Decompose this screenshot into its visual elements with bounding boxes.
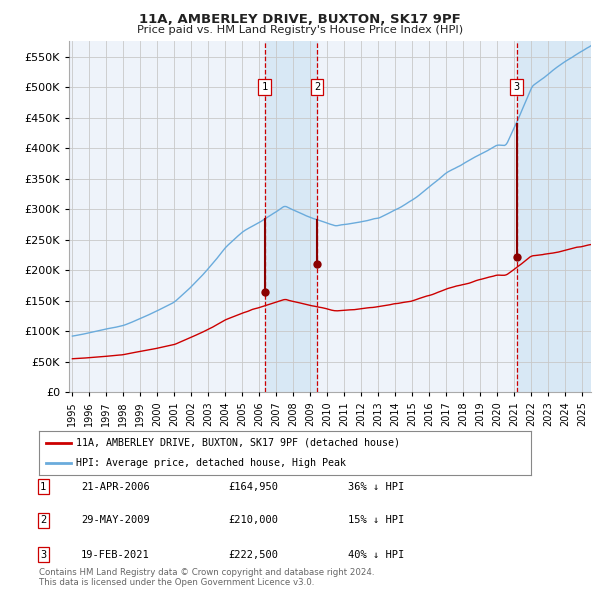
Text: 36% ↓ HPI: 36% ↓ HPI xyxy=(348,482,404,491)
Text: 1: 1 xyxy=(262,82,268,92)
Text: £222,500: £222,500 xyxy=(228,550,278,559)
Text: 3: 3 xyxy=(40,550,46,559)
Bar xyxy=(265,41,317,392)
Text: 11A, AMBERLEY DRIVE, BUXTON, SK17 9PF (detached house): 11A, AMBERLEY DRIVE, BUXTON, SK17 9PF (d… xyxy=(76,438,400,448)
Bar xyxy=(517,41,591,392)
Text: 2: 2 xyxy=(40,516,46,525)
Text: 21-APR-2006: 21-APR-2006 xyxy=(81,482,150,491)
Text: 19-FEB-2021: 19-FEB-2021 xyxy=(81,550,150,559)
Text: 40% ↓ HPI: 40% ↓ HPI xyxy=(348,550,404,559)
Text: Contains HM Land Registry data © Crown copyright and database right 2024.
This d: Contains HM Land Registry data © Crown c… xyxy=(39,568,374,587)
Text: 29-MAY-2009: 29-MAY-2009 xyxy=(81,516,150,525)
Text: 15% ↓ HPI: 15% ↓ HPI xyxy=(348,516,404,525)
Text: HPI: Average price, detached house, High Peak: HPI: Average price, detached house, High… xyxy=(76,458,346,468)
Text: Price paid vs. HM Land Registry's House Price Index (HPI): Price paid vs. HM Land Registry's House … xyxy=(137,25,463,35)
Text: 2: 2 xyxy=(314,82,320,92)
Text: 3: 3 xyxy=(514,82,520,92)
Text: £210,000: £210,000 xyxy=(228,516,278,525)
Text: £164,950: £164,950 xyxy=(228,482,278,491)
Text: 1: 1 xyxy=(40,482,46,491)
Text: 11A, AMBERLEY DRIVE, BUXTON, SK17 9PF: 11A, AMBERLEY DRIVE, BUXTON, SK17 9PF xyxy=(139,13,461,26)
